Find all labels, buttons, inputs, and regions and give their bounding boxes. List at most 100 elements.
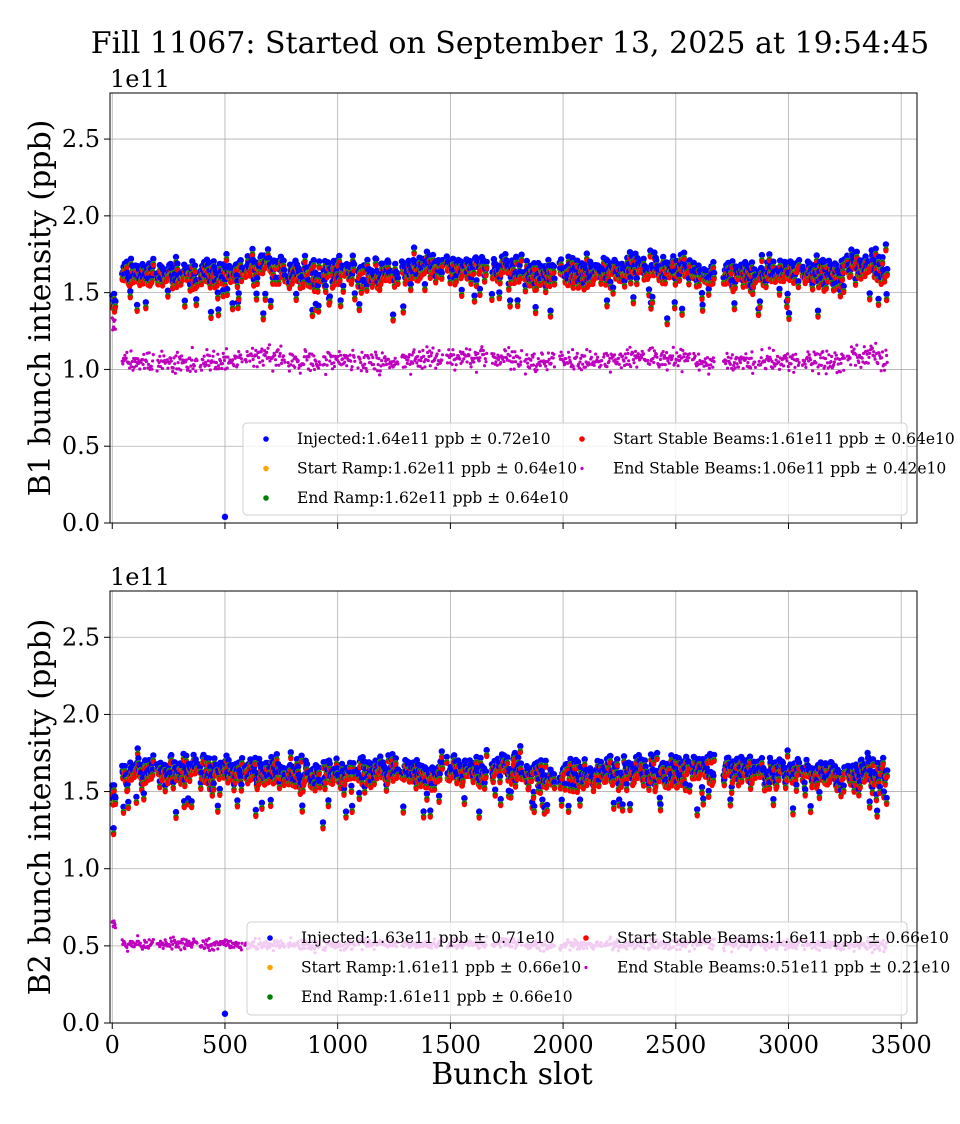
data-point-end-stable-beams <box>419 359 422 362</box>
data-point-end-stable-beams <box>550 362 553 365</box>
data-point-end-stable-beams <box>662 350 665 353</box>
data-point-end-stable-beams <box>313 368 316 371</box>
data-point-start-stable-beams <box>672 306 677 311</box>
data-point-end-stable-beams <box>627 359 630 362</box>
data-point-end-stable-beams <box>634 350 637 353</box>
data-point-start-stable-beams <box>482 280 487 285</box>
data-point-end-stable-beams <box>396 362 399 365</box>
data-point-end-stable-beams <box>739 361 742 364</box>
data-point-end-stable-beams <box>514 360 517 363</box>
data-point-end-stable-beams <box>798 361 801 364</box>
data-point-start-stable-beams <box>235 306 240 311</box>
data-point-start-stable-beams <box>178 283 183 288</box>
data-point-end-stable-beams <box>377 357 380 360</box>
data-point-end-stable-beams <box>626 348 629 351</box>
data-point-end-stable-beams <box>617 357 620 360</box>
data-point-end-stable-beams <box>786 352 789 355</box>
data-point-end-stable-beams <box>375 354 378 357</box>
data-point-end-stable-beams <box>694 354 697 357</box>
data-point-end-stable-beams <box>677 364 680 367</box>
data-point-start-stable-beams <box>401 310 406 315</box>
data-point-end-stable-beams <box>772 349 775 352</box>
data-point-end-stable-beams <box>113 318 116 321</box>
data-point-end-stable-beams <box>494 360 497 363</box>
data-point-start-stable-beams <box>598 282 603 287</box>
data-point-end-stable-beams <box>518 356 521 359</box>
data-point-start-stable-beams <box>706 293 711 298</box>
data-point-end-stable-beams <box>452 353 455 356</box>
data-point-end-stable-beams <box>447 348 450 351</box>
data-point-end-stable-beams <box>794 353 797 356</box>
data-point-end-stable-beams <box>312 354 315 357</box>
data-point-end-stable-beams <box>512 356 515 359</box>
data-point-end-stable-beams <box>332 361 335 364</box>
data-point-end-stable-beams <box>205 348 208 351</box>
data-point-end-stable-beams <box>729 357 732 360</box>
data-point-start-stable-beams <box>357 308 362 313</box>
data-point-start-stable-beams <box>350 278 355 283</box>
y-tick-label: 2.5 <box>62 125 100 153</box>
data-point-end-stable-beams <box>837 363 840 366</box>
data-point-start-stable-beams <box>391 318 396 323</box>
data-point-end-stable-beams <box>158 355 161 358</box>
data-point-start-stable-beams <box>571 286 576 291</box>
data-point-end-stable-beams <box>404 355 407 358</box>
data-point-start-stable-beams <box>777 293 782 298</box>
data-point-end-stable-beams <box>356 366 359 369</box>
data-point-start-stable-beams <box>634 282 639 287</box>
data-point-start-stable-beams <box>533 311 538 316</box>
data-point-end-stable-beams <box>731 353 734 356</box>
data-point-end-stable-beams <box>262 364 265 367</box>
data-point-start-stable-beams <box>208 316 213 321</box>
data-point-end-stable-beams <box>152 353 155 356</box>
data-point-end-stable-beams <box>656 356 659 359</box>
data-point-end-stable-beams <box>584 366 587 369</box>
data-point-end-stable-beams <box>520 349 523 352</box>
data-point-start-stable-beams <box>215 296 220 301</box>
data-point-end-stable-beams <box>811 369 814 372</box>
data-point-start-stable-beams <box>508 304 513 309</box>
data-point-end-stable-beams <box>796 358 799 361</box>
data-point-end-stable-beams <box>189 370 192 373</box>
data-point-start-stable-beams <box>469 282 474 287</box>
data-point-start-stable-beams <box>216 313 221 318</box>
data-point-end-stable-beams <box>415 361 418 364</box>
data-point-end-stable-beams <box>525 353 528 356</box>
data-point-end-stable-beams <box>343 361 346 364</box>
data-point-start-stable-beams <box>682 257 687 262</box>
data-point-start-stable-beams <box>403 282 408 287</box>
data-point-start-stable-beams <box>523 289 528 294</box>
data-point-end-stable-beams <box>170 360 173 363</box>
data-point-end-stable-beams <box>665 351 668 354</box>
data-point-end-stable-beams <box>271 370 274 373</box>
y-tick-label: 2.0 <box>62 202 100 230</box>
data-point-end-stable-beams <box>359 361 362 364</box>
data-point-end-stable-beams <box>735 356 738 359</box>
data-point-end-stable-beams <box>241 360 244 363</box>
data-point-end-stable-beams <box>257 356 260 359</box>
data-point-end-stable-beams <box>567 351 570 354</box>
data-point-end-stable-beams <box>504 349 507 352</box>
data-point-end-stable-beams <box>430 351 433 354</box>
data-point-end-stable-beams <box>297 367 300 370</box>
data-point-end-stable-beams <box>513 350 516 353</box>
data-point-end-stable-beams <box>711 366 714 369</box>
data-point-end-stable-beams <box>510 350 513 353</box>
data-point-end-stable-beams <box>252 358 255 361</box>
data-point-end-stable-beams <box>749 366 752 369</box>
data-point-end-stable-beams <box>478 359 481 362</box>
data-point-end-stable-beams <box>742 367 745 370</box>
data-point-end-stable-beams <box>251 347 254 350</box>
data-point-end-stable-beams <box>708 367 711 370</box>
data-point-end-stable-beams <box>564 357 567 360</box>
data-point-end-stable-beams <box>195 359 198 362</box>
data-point-end-stable-beams <box>345 364 348 367</box>
data-point-end-stable-beams <box>507 346 510 349</box>
data-point-start-stable-beams <box>472 300 477 305</box>
data-point-end-stable-beams <box>548 358 551 361</box>
data-point-end-stable-beams <box>129 362 132 365</box>
data-point-end-stable-beams <box>764 367 767 370</box>
data-point-end-stable-beams <box>215 361 218 364</box>
data-point-end-stable-beams <box>434 367 437 370</box>
data-point-end-stable-beams <box>312 364 315 367</box>
